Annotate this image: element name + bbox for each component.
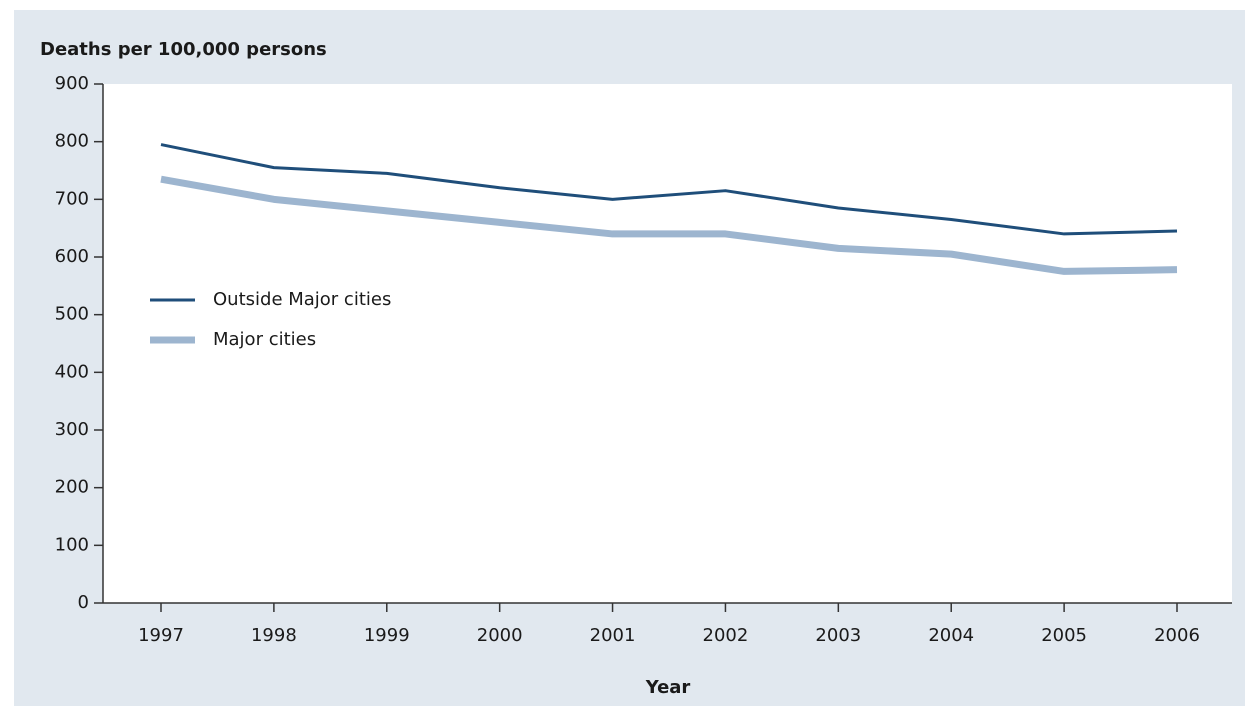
y-tick-label: 400	[55, 361, 89, 382]
x-tick-label: 2001	[590, 625, 636, 646]
x-tick-label: 2006	[1154, 625, 1200, 646]
y-tick-label: 900	[55, 73, 89, 94]
y-tick-label: 700	[55, 188, 89, 209]
x-axis-title: Year	[645, 677, 691, 698]
x-tick-label: 2000	[477, 625, 523, 646]
y-tick-label: 600	[55, 246, 89, 267]
x-tick-label: 2003	[815, 625, 861, 646]
series-line	[160, 175, 1178, 275]
y-tick-label: 200	[55, 477, 89, 498]
x-tick-label: 2002	[703, 625, 749, 646]
y-tick-label: 100	[55, 534, 89, 555]
y-tick-label: 500	[55, 304, 89, 325]
y-axis-title: Deaths per 100,000 persons	[40, 39, 327, 60]
y-tick-label: 300	[55, 419, 89, 440]
legend-label: Outside Major cities	[213, 289, 391, 310]
x-tick-label: 2004	[928, 625, 974, 646]
plot-area	[103, 84, 1232, 603]
x-tick-label: 1999	[364, 625, 410, 646]
x-tick-label: 1998	[251, 625, 297, 646]
legend-label: Major cities	[213, 329, 316, 350]
series-line	[160, 143, 1178, 236]
x-tick-label: 2005	[1041, 625, 1087, 646]
y-tick-label: 800	[55, 131, 89, 152]
x-tick-label: 1997	[138, 625, 184, 646]
y-tick-label: 0	[78, 592, 89, 613]
